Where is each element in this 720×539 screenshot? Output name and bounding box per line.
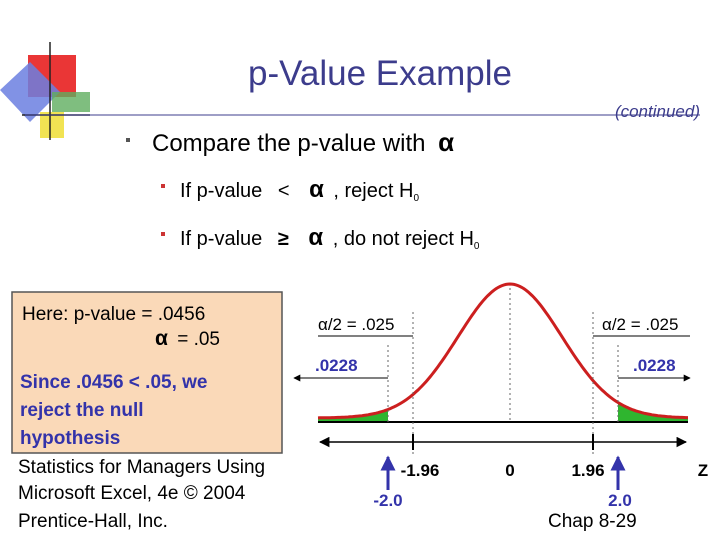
footer-source: Statistics for Managers Using — [18, 457, 265, 478]
sub-bullet — [161, 184, 165, 188]
subscript: 0 — [413, 193, 419, 204]
conclusion: hypothesis — [20, 428, 120, 449]
alpha-half: α/2 = .025 — [602, 315, 678, 334]
title: p-Value Example — [248, 54, 512, 93]
case-prefix: If p-value — [180, 180, 262, 202]
footer-source: Prentice-Hall, Inc. — [18, 511, 168, 532]
continued: (continued) — [615, 102, 700, 121]
operator: < — [278, 180, 290, 202]
p-tail: .0228 — [315, 356, 358, 375]
operator: ≥ — [278, 228, 289, 250]
footer-source: Microsoft Excel, 4e © 2004 — [18, 483, 246, 504]
normal-diagram: α/2 = .025 α/2 = .025 .0228 .0228 -1.96 … — [293, 282, 708, 510]
alpha: α — [309, 176, 324, 203]
p-tail: .0228 — [633, 356, 676, 375]
case-action: , reject H — [333, 180, 413, 202]
alpha: α — [308, 224, 323, 251]
bullet — [126, 138, 130, 142]
conclusion: reject the null — [20, 400, 144, 421]
conclusion: Since .0456 < .05, we — [20, 372, 208, 393]
alpha: α — [438, 127, 454, 157]
note-box — [11, 291, 283, 454]
z-tick: 1.96 — [571, 461, 604, 480]
subscript: 0 — [474, 241, 480, 252]
case: If p-value ≥ α , do not reject H0 — [180, 224, 480, 252]
normal-curve — [317, 282, 688, 420]
alpha-value: = .05 — [177, 329, 220, 350]
z-tick: -1.96 — [401, 461, 440, 480]
test-stat: -2.0 — [373, 491, 402, 510]
page-number: Chap 8-29 — [548, 511, 637, 532]
case-action: , do not reject H — [333, 228, 474, 250]
test-stat: 2.0 — [608, 491, 632, 510]
alpha-half: α/2 = .025 — [318, 315, 394, 334]
box-line: Here: p-value = .0456 — [22, 304, 205, 325]
rule: Compare the p-value with — [152, 130, 425, 157]
z-tick: 0 — [505, 461, 514, 480]
alpha: α — [155, 327, 168, 350]
sub-bullet — [161, 232, 165, 236]
rule-text: Compare the p-value with α — [152, 127, 454, 157]
box-line: α = .05 — [155, 327, 220, 350]
case-prefix: If p-value — [180, 228, 262, 250]
rejection-tail — [618, 402, 688, 421]
logo — [0, 42, 90, 140]
z-label: Z — [698, 461, 708, 480]
case: If p-value < α , reject H0 — [180, 176, 419, 204]
